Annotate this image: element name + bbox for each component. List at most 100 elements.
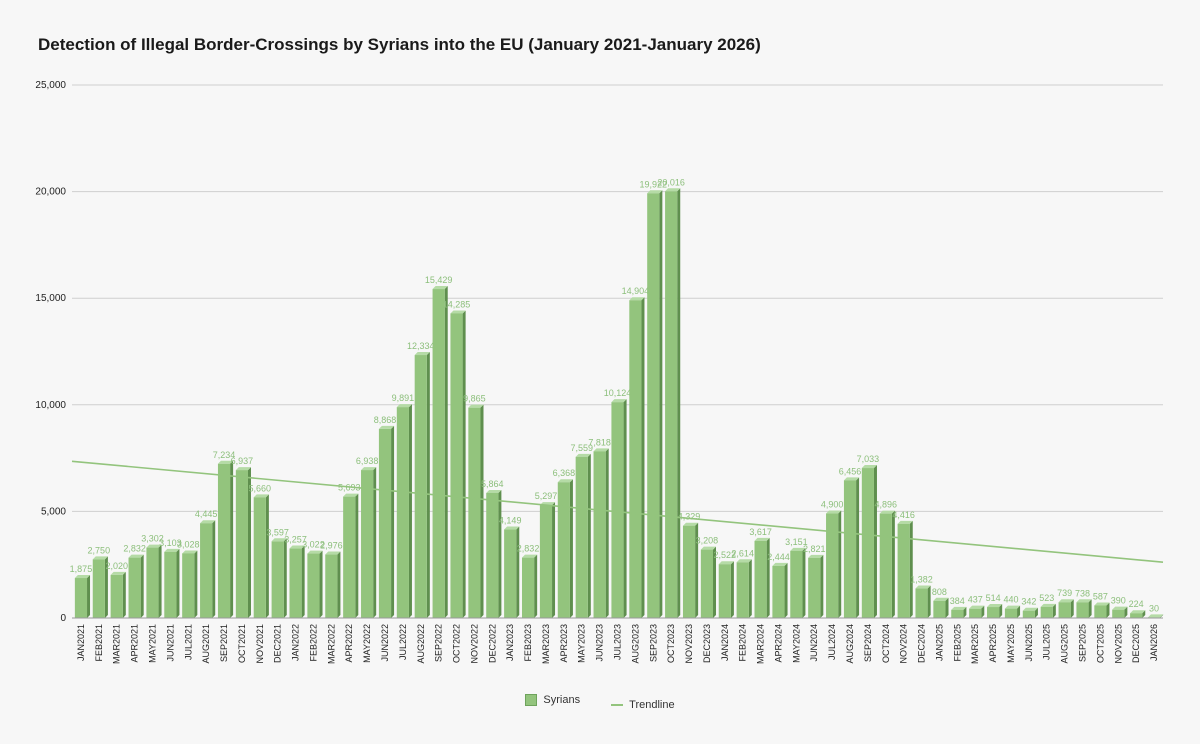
bar-top [647, 190, 663, 194]
bar-side [391, 425, 395, 618]
bar-side [265, 494, 269, 618]
bar-top [92, 556, 108, 560]
bar-side [838, 510, 842, 618]
bar-top [611, 399, 627, 403]
x-tick-label: JUN2021 [165, 624, 175, 662]
x-tick-label: JAN2026 [1149, 624, 1159, 661]
data-label: 523 [1039, 593, 1054, 603]
data-label: 15,429 [425, 275, 453, 285]
x-tick-label: MAR2025 [970, 624, 980, 664]
data-label: 9,891 [392, 393, 415, 403]
bar-side [426, 352, 430, 618]
bar-may2023 [575, 456, 588, 618]
bar-side [766, 537, 770, 618]
bar-top [736, 559, 752, 563]
data-label: 2,614 [731, 548, 754, 558]
data-label: 19,922 [640, 179, 668, 189]
bar-side [569, 479, 573, 618]
legend-label-trendline: Trendline [629, 699, 675, 711]
data-label: 384 [950, 596, 965, 606]
x-tick-label: FEB2022 [308, 624, 318, 662]
data-label: 20,016 [657, 177, 685, 187]
x-tick-label: APR2022 [344, 624, 354, 663]
bar-jan2024 [718, 564, 731, 618]
bar-side [534, 554, 538, 618]
bar-top [74, 575, 91, 579]
x-tick-label: JUN2025 [1024, 624, 1034, 662]
data-label: 6,938 [356, 456, 379, 466]
bar-side [748, 559, 752, 618]
bar-side [891, 510, 895, 618]
bar-top [593, 448, 609, 452]
bar-side [552, 502, 556, 618]
legend-item-trendline[interactable]: Trendline [611, 699, 675, 711]
bar-nov2025 [1112, 609, 1125, 618]
data-label: 2,832 [123, 544, 146, 554]
bar-side [784, 562, 788, 618]
data-label: 3,617 [749, 527, 772, 537]
bar-top [307, 550, 323, 554]
x-tick-label: NOV2022 [469, 624, 479, 664]
bar-top [396, 404, 412, 408]
data-label: 4,149 [499, 516, 522, 526]
bar-aug2025 [1058, 602, 1071, 618]
bar-side [319, 550, 323, 618]
bar-side [176, 548, 180, 618]
bar-side [194, 550, 198, 618]
bar-top [754, 537, 770, 541]
bar-sep2022 [432, 289, 445, 618]
bar-top [253, 494, 269, 498]
bar-top [361, 467, 377, 471]
bar-aug2021 [200, 523, 213, 618]
data-label: 12,334 [407, 341, 435, 351]
bar-side [730, 561, 734, 618]
x-tick-label: AUG2023 [630, 624, 640, 664]
bar-top [110, 571, 126, 575]
bar-aug2023 [629, 300, 642, 618]
data-label: 3,103 [159, 538, 182, 548]
bar-side [1106, 602, 1110, 618]
data-label: 2,750 [88, 545, 111, 555]
bar-nov2021 [253, 497, 266, 618]
data-label: 2,522 [714, 550, 737, 560]
bar-top [414, 352, 430, 356]
bar-mar2022 [325, 554, 338, 618]
bar-jul2023 [611, 402, 624, 618]
bar-side [158, 544, 162, 618]
bar-side [605, 448, 609, 618]
bar-swatch-icon [525, 694, 538, 706]
x-tick-label: JAN2021 [76, 624, 86, 661]
bar-apr2021 [128, 557, 141, 618]
bar-top [450, 310, 466, 314]
bar-top [575, 453, 591, 457]
x-tick-label: NOV2025 [1113, 624, 1123, 664]
data-label: 7,559 [570, 443, 593, 453]
x-tick-label: AUG2025 [1060, 624, 1070, 664]
data-label: 5,660 [249, 483, 272, 493]
data-label: 5,297 [535, 491, 558, 501]
bar-top [969, 605, 985, 609]
bar-top [808, 554, 824, 558]
bar-side [802, 547, 806, 618]
bar-aug2022 [414, 355, 427, 618]
legend-item-syrians[interactable]: Syrians [525, 694, 580, 706]
bar-mar2023 [539, 505, 553, 618]
bar-side [462, 310, 466, 618]
bar-top [504, 526, 520, 530]
x-tick-label: FEB2023 [523, 624, 533, 662]
data-label: 2,821 [803, 544, 826, 554]
bar-side [677, 188, 681, 618]
bar-side [104, 556, 108, 618]
x-tick-label: MAY2025 [1006, 624, 1016, 663]
data-label: 3,151 [785, 537, 808, 547]
x-tick-label: DEC2022 [487, 624, 497, 663]
bar-apr2022 [343, 496, 356, 618]
bar-side [945, 597, 949, 618]
bar-oct2022 [450, 313, 463, 618]
data-label: 4,329 [678, 512, 701, 522]
x-tick-label: JAN2025 [934, 624, 944, 661]
bar-side [927, 585, 931, 618]
bar-side [981, 605, 985, 618]
bar-jul2025 [1040, 606, 1053, 618]
